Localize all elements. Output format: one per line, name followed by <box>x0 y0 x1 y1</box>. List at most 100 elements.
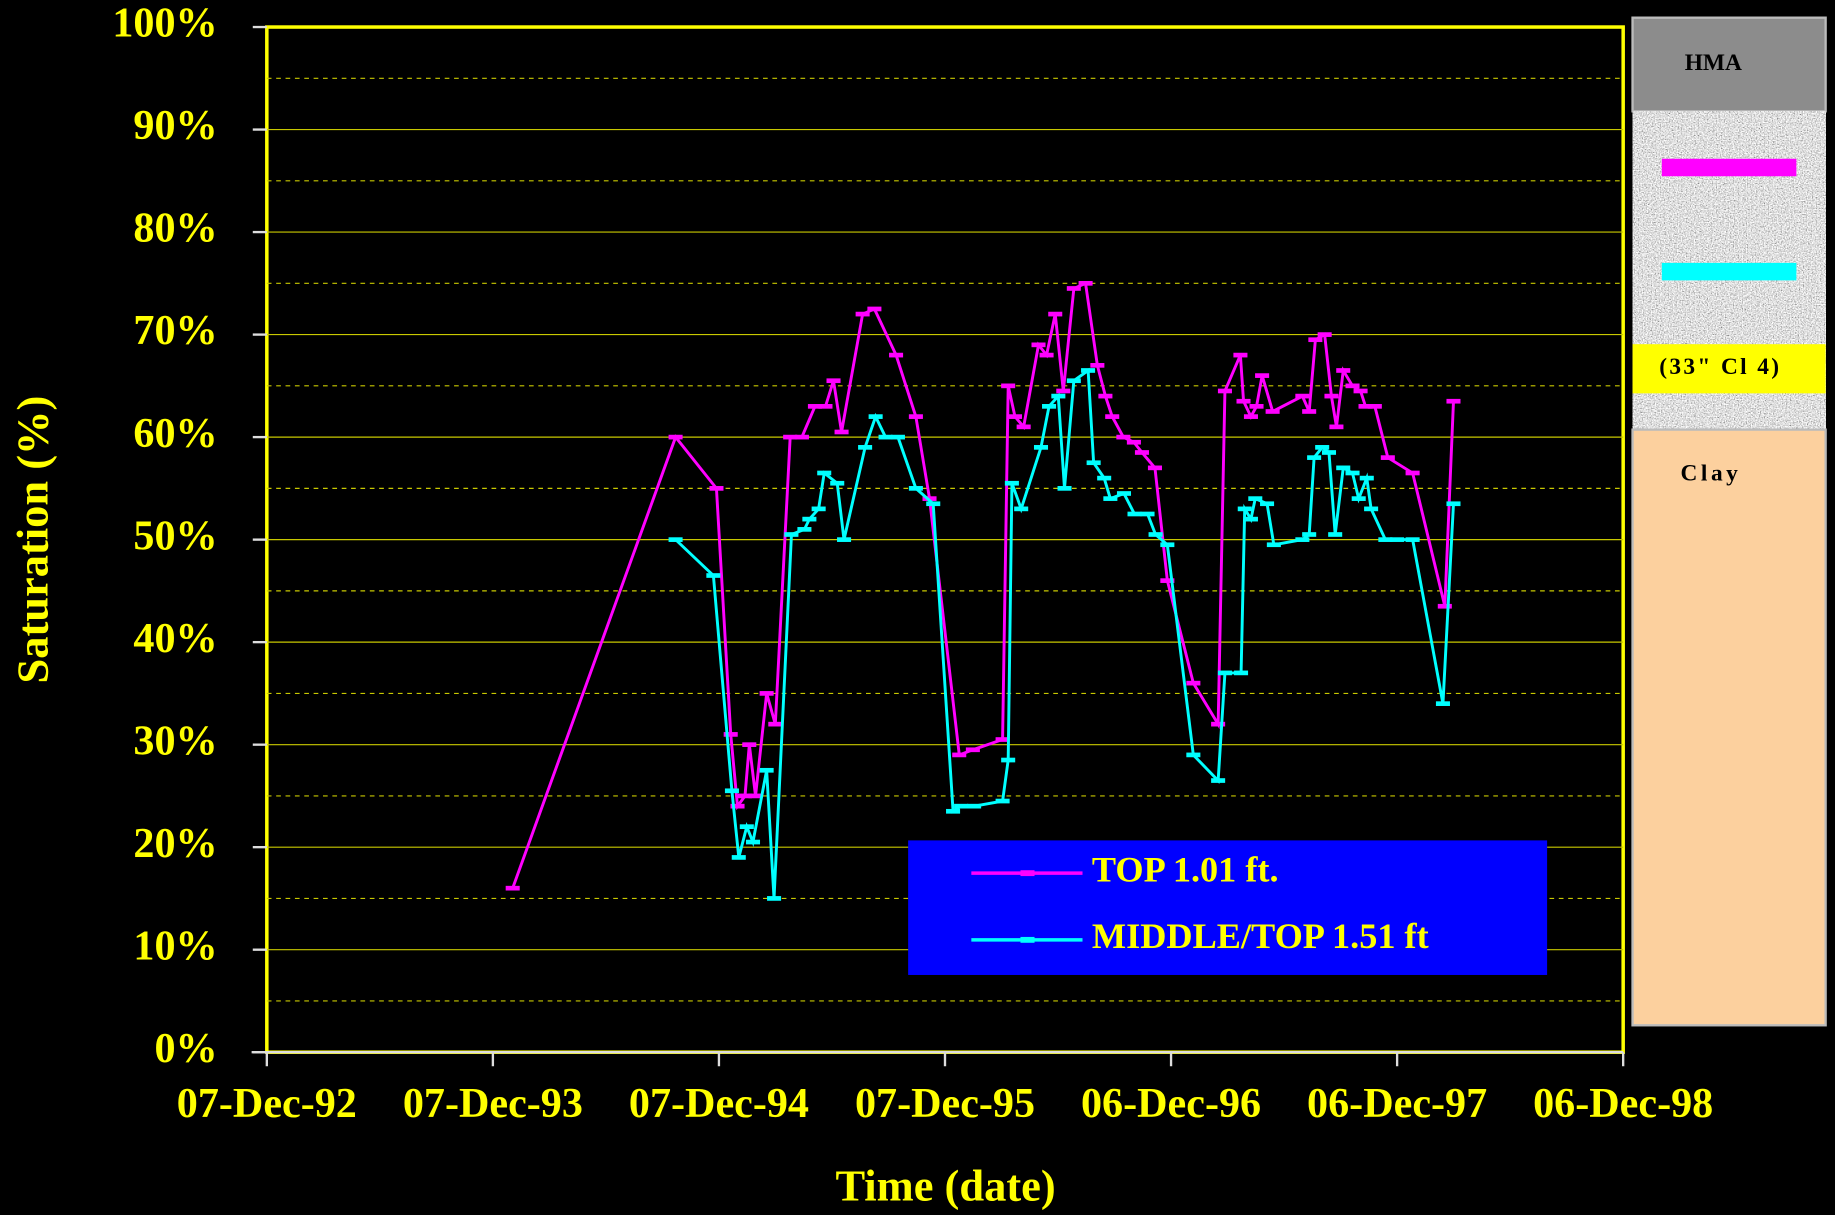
point-marker <box>739 824 754 830</box>
point-marker <box>759 691 774 696</box>
legend-label: MIDDLE/TOP 1.51 ft <box>1092 916 1429 956</box>
point-marker <box>1351 496 1366 501</box>
point-marker <box>1086 460 1101 466</box>
point-marker <box>858 445 873 450</box>
point-marker <box>1140 511 1155 517</box>
layer-label: (33" Cl 4) <box>1659 354 1781 380</box>
legend-box <box>908 840 1548 975</box>
point-marker <box>1329 424 1344 430</box>
point-marker <box>742 742 757 747</box>
point-marker <box>1390 537 1405 542</box>
point-marker <box>1446 398 1461 404</box>
point-marker <box>1078 280 1093 286</box>
point-marker <box>767 896 782 901</box>
point-marker <box>1051 393 1066 399</box>
point-marker <box>709 486 724 491</box>
point-marker <box>1056 388 1071 394</box>
point-marker <box>1243 516 1258 522</box>
point-marker <box>1266 542 1281 548</box>
point-marker <box>1255 373 1270 378</box>
point-marker <box>1249 404 1264 409</box>
point-marker <box>1234 670 1249 676</box>
point-marker <box>1317 332 1332 337</box>
x-tick-label: 07-Dec-95 <box>855 1080 1035 1127</box>
point-marker <box>867 306 882 312</box>
y-tick-label: 0% <box>154 1025 217 1072</box>
point-marker <box>724 788 739 794</box>
point-marker <box>1001 757 1016 763</box>
point-marker <box>965 747 980 753</box>
legend-marker <box>1020 936 1035 943</box>
point-marker <box>1345 383 1360 389</box>
point-marker <box>1211 721 1226 727</box>
point-marker <box>1435 701 1450 706</box>
point-marker <box>1295 537 1310 542</box>
point-marker <box>1302 532 1317 537</box>
point-marker <box>1186 752 1201 758</box>
point-marker <box>1081 368 1096 373</box>
point-marker <box>1057 486 1072 491</box>
point-marker <box>908 414 923 419</box>
point-marker <box>1307 455 1322 460</box>
point-marker <box>1446 501 1461 507</box>
layer-hma <box>1631 16 1827 113</box>
y-tick-label: 90% <box>133 102 217 149</box>
point-marker <box>802 516 817 522</box>
x-tick-label: 07-Dec-93 <box>403 1080 583 1127</box>
point-marker <box>1105 414 1120 419</box>
point-marker <box>995 798 1010 804</box>
point-marker <box>668 434 683 440</box>
point-marker <box>817 470 832 476</box>
x-tick-label: 07-Dec-92 <box>177 1080 357 1127</box>
x-tick-label: 06-Dec-98 <box>1533 1080 1713 1127</box>
point-marker <box>1308 337 1323 343</box>
y-tick-label: 20% <box>133 820 217 867</box>
point-marker <box>1405 470 1420 476</box>
layer-label: HMA <box>1685 50 1742 76</box>
point-marker <box>1248 496 1263 501</box>
point-marker <box>1336 368 1351 373</box>
y-tick-label: 30% <box>133 717 217 764</box>
point-marker <box>1127 511 1142 517</box>
point-marker <box>1004 480 1019 486</box>
point-marker <box>784 532 799 537</box>
point-marker <box>868 414 883 419</box>
y-tick-label: 10% <box>133 922 217 969</box>
x-tick-label: 07-Dec-94 <box>629 1080 809 1127</box>
y-tick-label: 70% <box>133 307 217 354</box>
y-tick-label: 100% <box>112 0 217 47</box>
point-marker <box>1265 409 1280 414</box>
point-marker <box>1160 542 1175 548</box>
point-marker <box>954 803 969 809</box>
point-marker <box>1328 532 1343 537</box>
point-marker <box>797 527 812 532</box>
point-marker <box>1039 352 1054 358</box>
point-marker <box>1211 778 1226 783</box>
point-marker <box>807 404 822 409</box>
point-marker <box>1405 537 1420 542</box>
layer-band <box>1632 344 1826 394</box>
y-tick-label: 50% <box>133 512 217 559</box>
point-marker <box>1031 342 1046 348</box>
x-tick-label: 06-Dec-96 <box>1081 1080 1261 1127</box>
point-marker <box>1302 409 1317 414</box>
point-marker <box>1336 465 1351 471</box>
point-marker <box>1103 496 1118 501</box>
layer-label: Clay <box>1681 461 1742 487</box>
point-marker <box>1315 445 1330 450</box>
point-marker <box>855 311 870 317</box>
point-marker <box>1217 388 1232 394</box>
legend-marker <box>1020 870 1035 877</box>
y-axis-title: Saturation (%) <box>8 396 58 684</box>
point-marker <box>908 486 923 491</box>
legend-label: TOP 1.01 ft. <box>1092 849 1279 889</box>
point-marker <box>1321 450 1337 455</box>
point-marker <box>1033 445 1049 450</box>
point-marker <box>1066 378 1081 384</box>
point-marker <box>1001 383 1016 389</box>
y-tick-label: 60% <box>133 410 217 457</box>
point-marker <box>1016 424 1031 430</box>
layer-clay <box>1631 428 1827 1027</box>
point-marker <box>1217 670 1232 676</box>
